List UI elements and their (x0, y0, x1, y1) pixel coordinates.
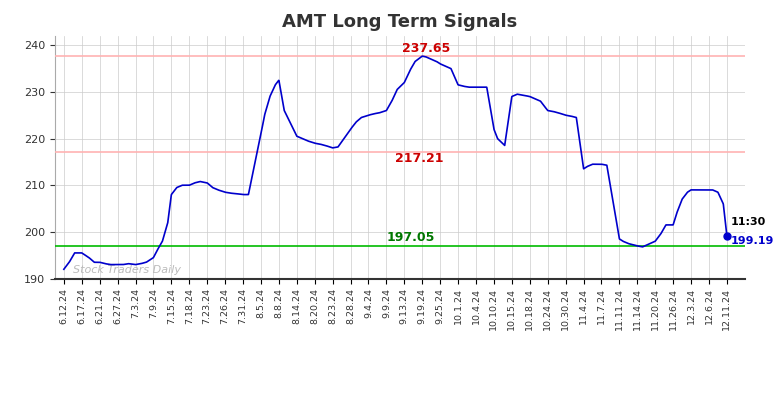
Title: AMT Long Term Signals: AMT Long Term Signals (282, 14, 517, 31)
Text: 197.05: 197.05 (387, 231, 435, 244)
Text: 217.21: 217.21 (395, 152, 444, 166)
Text: 237.65: 237.65 (401, 42, 450, 55)
Text: 11:30: 11:30 (731, 217, 766, 227)
Text: Stock Traders Daily: Stock Traders Daily (73, 265, 181, 275)
Text: 199.19: 199.19 (731, 236, 774, 246)
